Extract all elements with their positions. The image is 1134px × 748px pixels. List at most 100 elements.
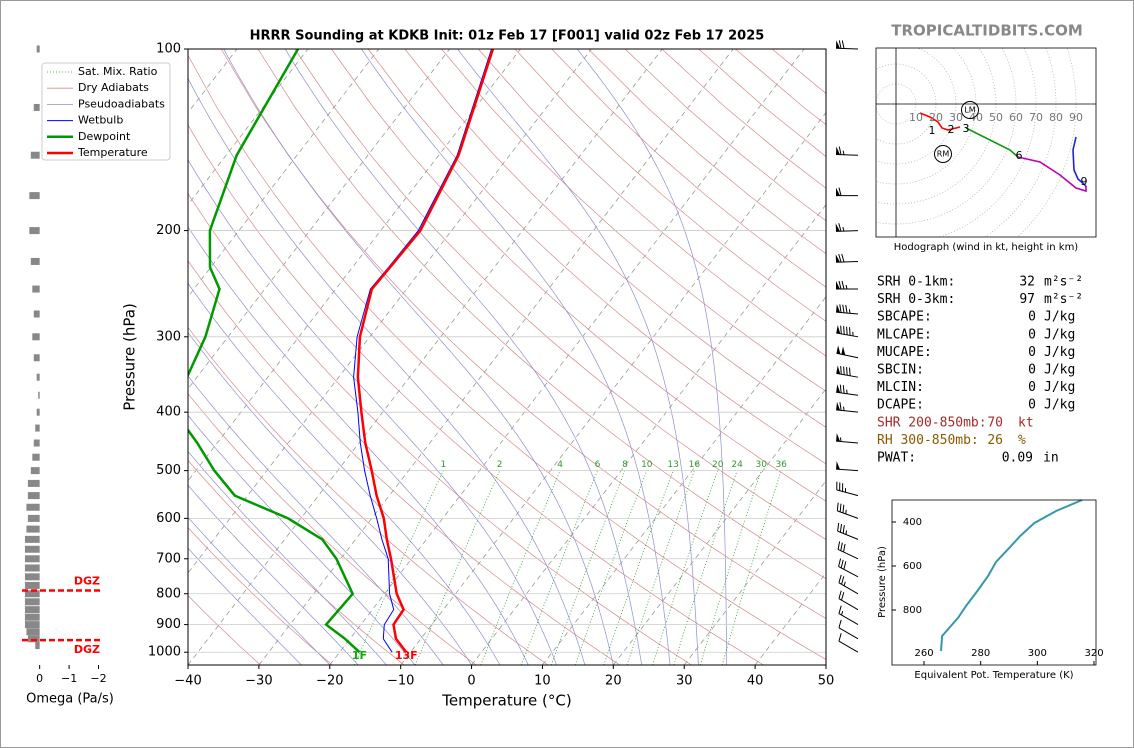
omega-bar (33, 310, 40, 318)
wind-barb (836, 365, 859, 378)
omega-bar (24, 564, 40, 572)
wind-barb (835, 146, 859, 156)
index-label: DCAPE: (877, 398, 924, 413)
wind-barb (836, 345, 859, 359)
omega-bar (36, 45, 40, 53)
dry-adiabat (188, 527, 333, 665)
x-tick-label: −30 (245, 674, 272, 689)
mixing-ratio-label: 2 (497, 460, 503, 470)
omega-bar (26, 503, 40, 511)
mixing-ratio-line (550, 470, 626, 665)
barb-flag (836, 345, 841, 354)
pseudoadiabat (457, 49, 699, 665)
mixing-ratio-label: 30 (755, 460, 767, 470)
y-axis-label: Pressure (hPa) (121, 303, 139, 411)
profiles (188, 49, 495, 654)
annotations: 1 2 4 6 8 10 13 16 20 24 30 36100200300400500600700… (22, 40, 1104, 710)
legend-label: Dry Adiabats (78, 81, 149, 94)
barb-half (848, 309, 851, 314)
dry-adiabat (188, 124, 764, 665)
barb-line (839, 402, 842, 411)
barb-line (838, 187, 842, 196)
hodo-trace (919, 112, 961, 131)
barb-line (838, 223, 842, 232)
omega-bar (27, 514, 40, 522)
wind-barb (836, 187, 858, 197)
index-unit: % (1018, 433, 1026, 448)
barb-line (838, 558, 842, 567)
barb-staff (838, 566, 859, 578)
isotherm (542, 296, 826, 665)
barb-flag (841, 346, 846, 356)
index-unit: m²s⁻² (1044, 292, 1083, 307)
isotherm (188, 49, 450, 390)
wind-barb (835, 40, 859, 50)
y-tick-label: 1000 (148, 645, 181, 660)
index-label: MLCAPE: (877, 327, 932, 342)
y-tick-label: 100 (156, 42, 181, 57)
wind-barb (835, 223, 859, 232)
hodo-height-label: 6 (1016, 149, 1023, 162)
storm-motion-label: RM (937, 150, 950, 159)
wind-barb (837, 522, 859, 540)
dgz-label: DGZ (74, 574, 100, 587)
hodo-ring-label: 20 (929, 111, 943, 124)
isotherm (188, 49, 592, 574)
x-tick-label: −20 (316, 674, 343, 689)
y-tick-label: 700 (156, 551, 181, 566)
dry-adiabat (220, 49, 826, 619)
index-value: 0 (1028, 380, 1036, 395)
barb-flag (836, 384, 841, 393)
omega-axis-label: Omega (Pa/s) (26, 692, 114, 707)
barb-staff (838, 627, 859, 640)
hodo-ring-label: 60 (1009, 111, 1023, 124)
mixing-ratio-label: 36 (775, 460, 787, 470)
barb-line (846, 367, 848, 376)
barb-half (845, 284, 848, 290)
wind-barb (838, 619, 859, 640)
wind-barb (836, 461, 859, 472)
hodo-height-label: 1 (929, 124, 936, 137)
index-unit: J/kg (1044, 345, 1075, 360)
barb-line (843, 366, 845, 375)
barb-flag (835, 223, 840, 232)
barb-line (838, 619, 842, 628)
barb-line (843, 326, 845, 335)
mixing-ratio-line (721, 470, 782, 665)
storm-motion (934, 145, 952, 163)
barb-staff (836, 352, 859, 359)
barb-half (843, 406, 845, 411)
barb-line (838, 574, 842, 583)
omega-bar (30, 467, 40, 475)
barb-half (842, 226, 845, 232)
dry-adiabat (188, 192, 692, 665)
mixing-ratio-line (574, 470, 648, 665)
mixing-ratio-line (699, 470, 762, 665)
legend-label: Sat. Mix. Ratio (78, 65, 158, 78)
dry-adiabat (188, 595, 261, 665)
mixing-ratio-label: 6 (595, 460, 601, 470)
skewt-background (188, 49, 826, 665)
mixing-ratio-label: 13 (667, 460, 678, 470)
hodo-height-label: 3 (963, 122, 970, 135)
barb-flag (836, 146, 840, 155)
profile-line (188, 49, 361, 654)
pseudoadiabat (361, 49, 671, 665)
pseudoadiabat (188, 547, 302, 665)
mixing-ratio-label: 4 (557, 460, 563, 470)
omega-bar (36, 408, 40, 416)
wind-barb (838, 590, 859, 611)
barb-line (849, 327, 851, 336)
wind-barb (836, 384, 859, 396)
index-label: SBCAPE: (877, 310, 932, 325)
omega-bar (24, 555, 40, 563)
hodo-ring-label: 30 (949, 111, 963, 124)
y-tick-label: 300 (156, 329, 181, 344)
legend-label: Temperature (77, 146, 148, 159)
dry-adiabat (257, 49, 826, 580)
omega-bar (29, 227, 40, 235)
x-axis-label: Temperature (°C) (441, 692, 571, 710)
theta-e-y-tick-label: 600 (903, 561, 922, 572)
theta-e-x-tick-label: 260 (914, 648, 933, 659)
